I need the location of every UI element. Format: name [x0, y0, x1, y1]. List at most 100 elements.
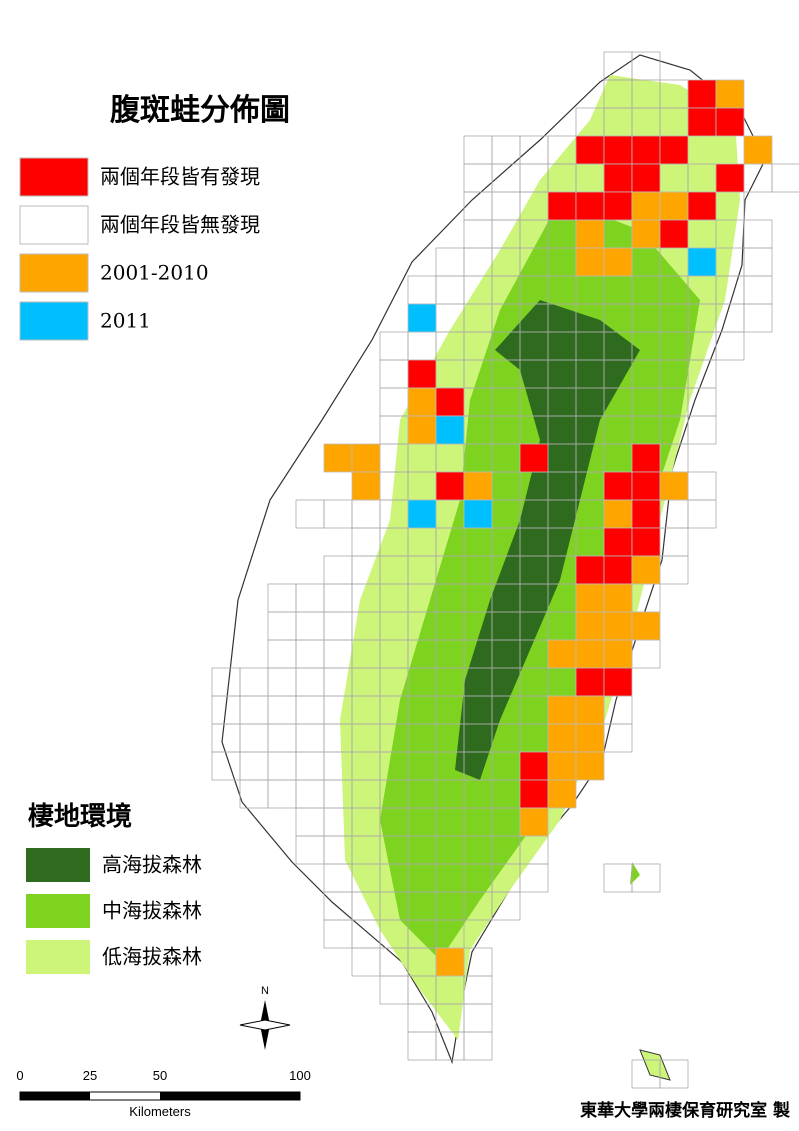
grid-cell: [687, 499, 717, 529]
record-cell: [659, 135, 689, 165]
record-cell: [519, 807, 549, 837]
record-cell: [603, 611, 633, 641]
grid-cell: [631, 863, 661, 893]
record-cell: [575, 555, 605, 585]
scale-tick-label: 0: [16, 1068, 23, 1083]
record-cell: [631, 499, 661, 529]
grid-cell: [659, 1059, 689, 1089]
record-cell: [659, 219, 689, 249]
record-cell: [351, 443, 381, 473]
grid-cell: [491, 891, 521, 921]
record-cell: [603, 667, 633, 697]
record-cell: [631, 443, 661, 473]
record-cell: [575, 247, 605, 277]
record-cell: [575, 611, 605, 641]
record-cell: [575, 583, 605, 613]
record-cell: [463, 499, 493, 529]
record-cell: [687, 107, 717, 137]
record-cell: [715, 79, 745, 109]
record-cell: [519, 443, 549, 473]
record-cell: [631, 555, 661, 585]
scale-tick-label: 50: [153, 1068, 167, 1083]
record-cell: [603, 527, 633, 557]
record-cell: [715, 107, 745, 137]
north-label: N: [261, 985, 269, 997]
record-cell: [743, 135, 773, 165]
scale-tick-label: 100: [289, 1068, 311, 1083]
scale-unit: Kilometers: [129, 1104, 191, 1119]
grid-cell: [519, 863, 549, 893]
grid-cell: [771, 163, 799, 193]
record-cell: [631, 163, 661, 193]
record-cell: [575, 639, 605, 669]
record-cell: [631, 135, 661, 165]
record-cell: [435, 415, 465, 445]
record-cell: [519, 779, 549, 809]
habitat-swatch: [26, 940, 90, 974]
legend-swatch: [19, 253, 89, 293]
record-cell: [631, 611, 661, 641]
record-cell: [603, 639, 633, 669]
north-cross: [239, 1019, 291, 1031]
high-forest: [455, 300, 640, 780]
habitat-label: 中海拔森林: [102, 899, 202, 923]
record-cell: [603, 163, 633, 193]
record-cell: [547, 191, 577, 221]
credit: 東華大學兩棲保育研究室 製: [580, 1100, 790, 1121]
grid-cell: [463, 1031, 493, 1061]
record-cell: [547, 723, 577, 753]
scale-tick-label: 25: [83, 1068, 97, 1083]
record-cell: [659, 191, 689, 221]
legend-swatch: [19, 301, 89, 341]
legend-swatch: [19, 157, 89, 197]
record-cell: [631, 191, 661, 221]
record-cell: [603, 135, 633, 165]
islet: [630, 862, 640, 885]
scale-segment: [160, 1092, 300, 1100]
record-cell: [603, 471, 633, 501]
record-cell: [631, 219, 661, 249]
record-cell: [407, 499, 437, 529]
record-cell: [603, 583, 633, 613]
record-cell: [687, 247, 717, 277]
record-cell: [547, 751, 577, 781]
north-arrow: N: [239, 985, 291, 1050]
record-cell: [575, 723, 605, 753]
record-cell: [603, 247, 633, 277]
map-title: 腹斑蛙分佈圖: [110, 93, 290, 128]
record-cell: [407, 415, 437, 445]
scale-bar: Kilometers 0 25 50 100: [16, 1068, 310, 1119]
legend-label: 兩個年段皆有發現: [100, 165, 260, 189]
record-cell: [659, 471, 689, 501]
record-cell: [407, 303, 437, 333]
record-cell: [547, 779, 577, 809]
habitat-title: 棲地環境: [28, 801, 132, 832]
grid: [211, 51, 799, 1089]
legend-label: 2001-2010: [100, 261, 209, 285]
record-cell: [575, 191, 605, 221]
record-cell: [575, 751, 605, 781]
record-cell: [575, 695, 605, 725]
record-cell: [575, 135, 605, 165]
habitat-label: 低海拔森林: [102, 945, 202, 969]
record-cell: [631, 527, 661, 557]
record-cell: [603, 555, 633, 585]
record-cell: [407, 387, 437, 417]
habitat-swatch: [26, 894, 90, 928]
record-cell: [351, 471, 381, 501]
grid-cell: [687, 415, 717, 445]
legend-swatch: [19, 205, 89, 245]
grid-cell: [715, 331, 745, 361]
record-cell: [435, 387, 465, 417]
grid-cell: [743, 303, 773, 333]
record-cell: [631, 471, 661, 501]
islet: [639, 1049, 671, 1081]
island: [221, 54, 766, 1081]
record-cell: [687, 191, 717, 221]
record-cell: [603, 499, 633, 529]
record-cell: [547, 695, 577, 725]
legend-label: 兩個年段皆無發現: [100, 213, 260, 237]
